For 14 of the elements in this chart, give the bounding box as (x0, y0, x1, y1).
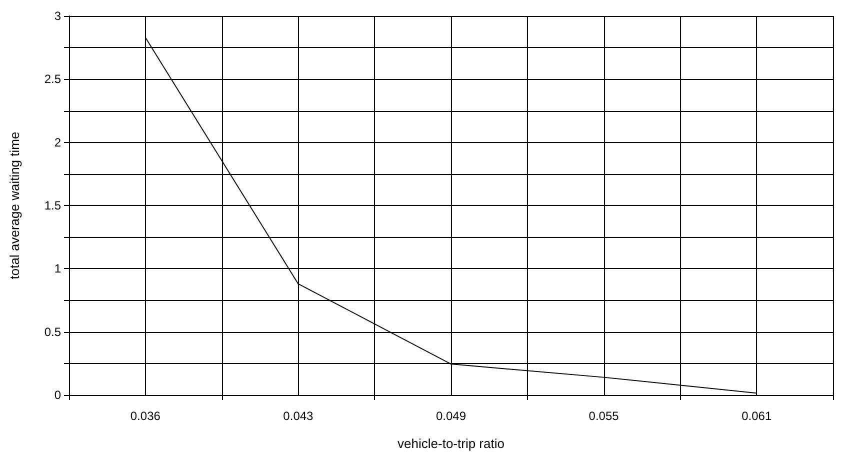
y-axis-title: total average waiting time (7, 132, 22, 280)
x-axis-title: vehicle-to-trip ratio (398, 436, 504, 451)
y-tick-label: 1.5 (44, 198, 62, 212)
x-tick-label: 0.049 (436, 409, 466, 423)
y-tick-label: 1 (54, 262, 62, 276)
y-tick-label: 0 (54, 388, 62, 402)
y-tick-label: 2.5 (44, 72, 62, 86)
y-tick-label: 0.5 (44, 324, 62, 339)
x-tick-label: 0.055 (588, 409, 620, 423)
y-tick-label: 2 (54, 135, 62, 150)
y-tick-label: 3 (54, 9, 62, 23)
x-tick-label: 0.036 (130, 409, 161, 423)
x-tick-label: 0.043 (283, 409, 314, 423)
x-tick-label: 0.061 (742, 409, 772, 423)
